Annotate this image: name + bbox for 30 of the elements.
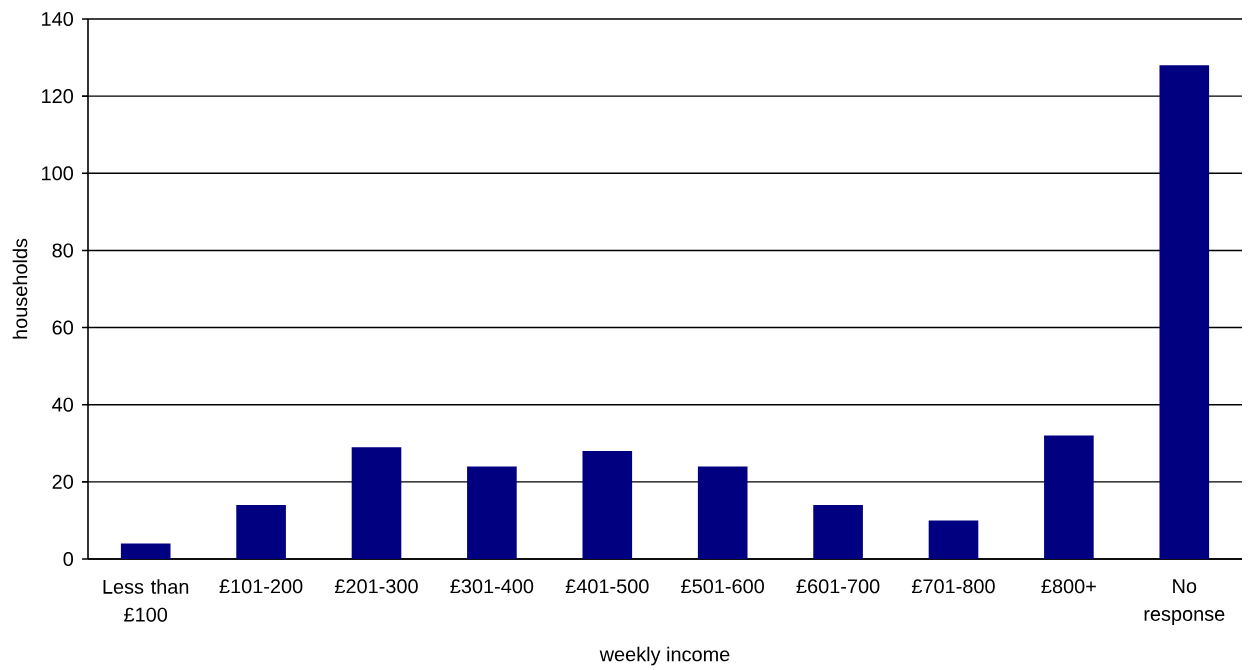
y-tick-label: 60 <box>52 320 74 335</box>
y-axis-title: households <box>12 238 28 339</box>
x-tick-label: £101-200 <box>219 579 303 594</box>
bar <box>236 505 286 559</box>
x-tick-label: Less than £100 <box>103 579 189 622</box>
bar <box>351 447 402 559</box>
y-tick-label: 80 <box>52 243 74 258</box>
y-tick-label: 0 <box>63 551 74 567</box>
y-tick-label: 100 <box>42 166 74 181</box>
y-tick-label: 140 <box>42 11 74 27</box>
x-tick-label: £201-300 <box>334 579 418 594</box>
bar <box>467 466 517 559</box>
bar <box>1044 435 1094 559</box>
bar <box>813 505 863 559</box>
x-tick-label: £401-500 <box>565 579 649 594</box>
y-tick-label: 120 <box>42 89 74 104</box>
bar <box>582 451 633 559</box>
x-tick-label: £501-600 <box>681 579 764 594</box>
y-tick-label: 40 <box>52 397 74 412</box>
bar <box>697 466 748 559</box>
bar <box>1159 65 1210 559</box>
bar <box>120 543 171 559</box>
bar <box>928 520 979 559</box>
x-tick-label: £701-800 <box>911 579 995 594</box>
y-tick-label: 20 <box>52 474 74 489</box>
x-tick-label: £800+ <box>1041 579 1096 594</box>
x-tick-label: £601-700 <box>796 579 880 594</box>
x-axis-title: weekly income <box>599 646 730 666</box>
x-tick-label: No response <box>1144 579 1225 625</box>
x-tick-label: £301-400 <box>450 579 534 594</box>
